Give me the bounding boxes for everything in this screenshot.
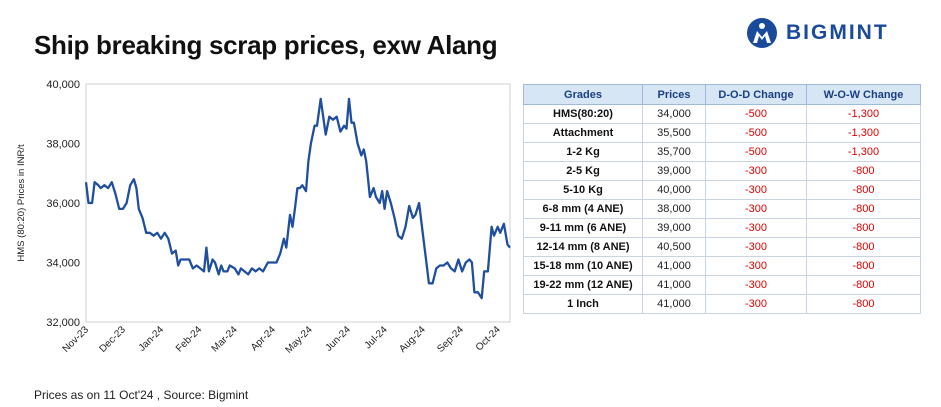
wow-change-cell: -800: [806, 218, 921, 238]
y-axis-ticks: 32,000 34,000 36,000 38,000 40,000: [46, 79, 80, 329]
table-row: HMS(80:20) 34,000 -500 -1,300: [523, 104, 921, 124]
y-tick-label: 36,000: [46, 198, 80, 210]
wow-change-cell: -800: [806, 180, 921, 200]
wow-change-cell: -1,300: [806, 104, 921, 124]
bigmint-logo-icon: [747, 18, 777, 48]
wow-change-cell: -800: [806, 294, 921, 314]
x-tick-label: Feb-24: [174, 324, 204, 354]
dod-change-cell: -500: [705, 104, 807, 124]
dod-change-cell: -500: [705, 142, 807, 162]
dod-change-cell: -300: [705, 161, 807, 181]
y-tick-label: 32,000: [46, 317, 80, 329]
table-row: 12-14 mm (8 ANE) 40,500 -300 -800: [523, 237, 921, 257]
dod-change-cell: -500: [705, 123, 807, 143]
dod-change-cell: -300: [705, 199, 807, 219]
grade-cell: 1 Inch: [523, 294, 643, 314]
x-tick-label: Oct-24: [474, 324, 503, 353]
table-row: 1-2 Kg 35,700 -500 -1,300: [523, 142, 921, 162]
price-series-line: [84, 97, 511, 300]
price-cell: 41,000: [642, 275, 706, 295]
y-tick-label: 40,000: [46, 79, 80, 91]
wow-change-cell: -800: [806, 256, 921, 276]
dod-change-cell: -300: [705, 218, 807, 238]
grade-cell: 2-5 Kg: [523, 161, 643, 181]
price-cell: 35,700: [642, 142, 706, 162]
x-tick-label: Jul-24: [363, 324, 390, 351]
col-header-prices: Prices: [642, 84, 706, 105]
x-tick-label: Jun-24: [323, 324, 353, 354]
y-tick-label: 34,000: [46, 258, 80, 270]
price-cell: 35,500: [642, 123, 706, 143]
price-cell: 34,000: [642, 104, 706, 124]
grade-cell: 9-11 mm (6 ANE): [523, 218, 643, 238]
x-axis-ticks: Nov-23 Dec-23 Jan-24 Feb-24 Mar-24 Apr-24 May-…: [61, 324, 504, 356]
wow-change-cell: -800: [806, 237, 921, 257]
grade-cell: Attachment: [523, 123, 643, 143]
x-tick-label: Apr-24: [249, 324, 278, 353]
grade-cell: 12-14 mm (8 ANE): [523, 237, 643, 257]
price-cell: 40,500: [642, 237, 706, 257]
price-cell: 41,000: [642, 256, 706, 276]
wow-change-cell: -800: [806, 161, 921, 181]
grade-cell: 5-10 Kg: [523, 180, 643, 200]
chart-title: Ship breaking scrap prices, exw Alang: [34, 30, 498, 60]
table-row: Attachment 35,500 -500 -1,300: [523, 123, 921, 143]
table-row: 5-10 Kg 40,000 -300 -800: [523, 180, 921, 200]
brand-name: BIGMINT: [786, 21, 889, 44]
table-row: 9-11 mm (6 ANE) 39,000 -300 -800: [523, 218, 921, 238]
source-note: Prices as on 11 Oct'24 , Source: Bigmint: [34, 388, 249, 402]
dod-change-cell: -300: [705, 294, 807, 314]
col-header-dod: D-O-D Change: [705, 84, 807, 105]
col-header-grades: Grades: [523, 84, 643, 105]
price-cell: 40,000: [642, 180, 706, 200]
x-tick-label: Aug-24: [397, 324, 428, 355]
wow-change-cell: -800: [806, 199, 921, 219]
col-header-wow: W-O-W Change: [806, 84, 921, 105]
bigmint-logo: BIGMINT: [744, 16, 924, 50]
x-tick-label: Dec-23: [97, 324, 128, 355]
dod-change-cell: -300: [705, 256, 807, 276]
grade-cell: HMS(80:20): [523, 104, 643, 124]
price-cell: 39,000: [642, 218, 706, 238]
x-tick-label: May-24: [283, 324, 315, 356]
wow-change-cell: -1,300: [806, 123, 921, 143]
table-header-row: Grades Prices D-O-D Change W-O-W Change: [523, 84, 921, 105]
table-row: 6-8 mm (4 ANE) 38,000 -300 -800: [523, 199, 921, 219]
dod-change-cell: -300: [705, 180, 807, 200]
wow-change-cell: -1,300: [806, 142, 921, 162]
table-row: 15-18 mm (10 ANE) 41,000 -300 -800: [523, 256, 921, 276]
prices-table: Grades Prices D-O-D Change W-O-W Change …: [523, 84, 921, 314]
wow-change-cell: -800: [806, 275, 921, 295]
dod-change-cell: -300: [705, 275, 807, 295]
x-tick-label: Mar-24: [210, 324, 240, 354]
grade-cell: 1-2 Kg: [523, 142, 643, 162]
price-cell: 39,000: [642, 161, 706, 181]
table-row: 19-22 mm (12 ANE) 41,000 -300 -800: [523, 275, 921, 295]
grade-cell: 15-18 mm (10 ANE): [523, 256, 643, 276]
y-axis-label: HMS (80:20) Prices in INR/t: [16, 144, 27, 262]
y-tick-label: 38,000: [46, 139, 80, 151]
table-row: 1 Inch 41,000 -300 -800: [523, 294, 921, 314]
x-tick-label: Sep-24: [435, 324, 466, 355]
grade-cell: 19-22 mm (12 ANE): [523, 275, 643, 295]
table-row: 2-5 Kg 39,000 -300 -800: [523, 161, 921, 181]
price-cell: 38,000: [642, 199, 706, 219]
price-cell: 41,000: [642, 294, 706, 314]
grade-cell: 6-8 mm (4 ANE): [523, 199, 643, 219]
plot-area: [85, 83, 511, 323]
x-tick-label: Jan-24: [137, 324, 167, 354]
dod-change-cell: -300: [705, 237, 807, 257]
